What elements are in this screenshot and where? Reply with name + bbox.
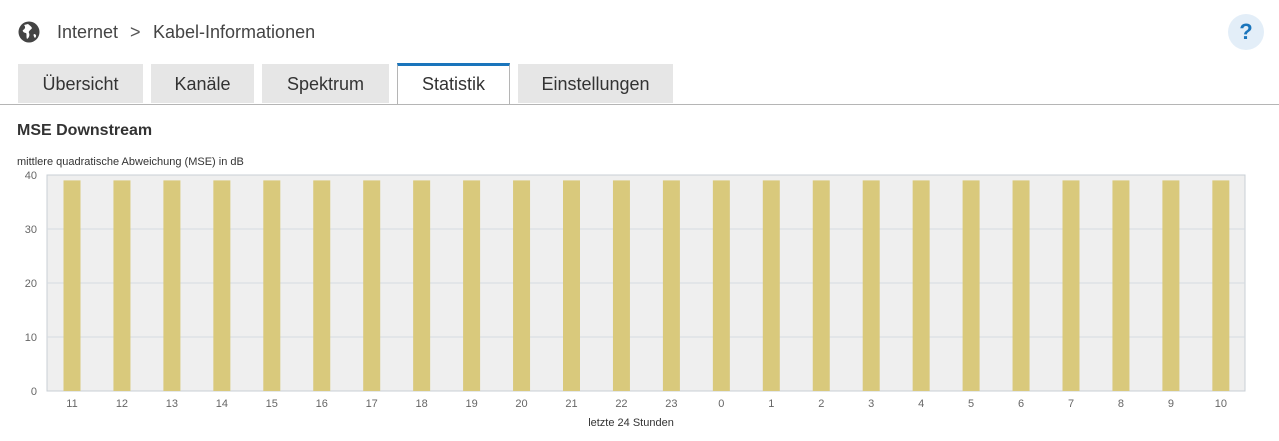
- tab-kanaele[interactable]: Kanäle: [151, 64, 254, 103]
- bar: [1062, 180, 1080, 391]
- bar: [113, 180, 131, 391]
- x-tick-label: 18: [416, 398, 428, 410]
- bar: [163, 180, 181, 391]
- breadcrumb-internet[interactable]: Internet: [57, 22, 119, 42]
- bar: [313, 180, 331, 391]
- bar: [563, 180, 580, 391]
- x-tick-label: 17: [366, 398, 378, 410]
- y-axis-label: mittlere quadratische Abweichung (MSE) i…: [17, 156, 244, 168]
- mse-downstream-chart: mittlere quadratische Abweichung (MSE) i…: [17, 156, 1246, 429]
- x-tick-label: 10: [1215, 398, 1227, 410]
- x-tick-label: 4: [918, 398, 924, 410]
- x-tick-label: 16: [316, 398, 328, 410]
- help-button[interactable]: ?: [1228, 14, 1264, 50]
- bar: [213, 180, 231, 391]
- tab-einstellungen[interactable]: Einstellungen: [518, 64, 673, 103]
- bar: [862, 180, 880, 391]
- bar: [962, 180, 980, 391]
- bar: [463, 180, 481, 391]
- y-tick-label: 10: [25, 332, 37, 344]
- bar: [762, 180, 780, 391]
- x-tick-label: 5: [968, 398, 974, 410]
- y-tick-label: 20: [25, 278, 37, 290]
- x-tick-label: 14: [216, 398, 228, 410]
- section-title: MSE Downstream: [17, 122, 153, 139]
- x-tick-label: 11: [66, 398, 77, 410]
- bar: [662, 180, 680, 391]
- y-tick-label: 30: [25, 224, 37, 236]
- x-tick-label: 8: [1118, 398, 1124, 410]
- bar: [363, 180, 381, 391]
- x-tick-label: 7: [1068, 398, 1074, 410]
- x-tick-label: 3: [868, 398, 874, 410]
- bar: [1162, 180, 1180, 391]
- y-tick-label: 40: [25, 170, 37, 182]
- globe-icon: [18, 21, 40, 43]
- y-tick-label: 0: [31, 386, 37, 398]
- tab-uebersicht[interactable]: Übersicht: [18, 64, 143, 103]
- x-axis-label: letzte 24 Stunden: [588, 417, 674, 429]
- bar: [413, 180, 431, 391]
- bar: [263, 180, 281, 391]
- x-tick-label: 19: [465, 398, 477, 410]
- x-tick-label: 2: [818, 398, 824, 410]
- bar: [712, 180, 730, 391]
- tab-spektrum[interactable]: Spektrum: [262, 64, 389, 103]
- breadcrumb-separator: >: [130, 22, 141, 42]
- page-header: Internet > Kabel-Informationen ?: [0, 0, 1279, 60]
- x-tick-label: 21: [565, 398, 577, 410]
- bar: [912, 180, 930, 391]
- bar: [63, 180, 81, 391]
- x-tick-label: 6: [1018, 398, 1024, 410]
- x-tick-label: 9: [1168, 398, 1174, 410]
- x-tick-label: 20: [515, 398, 527, 410]
- x-tick-label: 23: [665, 398, 677, 410]
- bar: [1012, 180, 1030, 391]
- bar: [513, 180, 531, 391]
- bar: [812, 180, 830, 391]
- x-tick-label: 0: [718, 398, 724, 410]
- bar: [1112, 180, 1130, 391]
- x-tick-label: 13: [166, 398, 178, 410]
- tab-bar: Übersicht Kanäle Spektrum Statistik Eins…: [0, 63, 1279, 105]
- breadcrumb-kabel-informationen: Kabel-Informationen: [153, 22, 316, 42]
- x-tick-label: 15: [266, 398, 278, 410]
- x-tick-label: 1: [768, 398, 774, 410]
- tab-statistik[interactable]: Statistik: [397, 63, 510, 104]
- x-tick-label: 22: [615, 398, 627, 410]
- bar: [1212, 180, 1230, 391]
- bar: [612, 180, 630, 391]
- x-tick-label: 12: [116, 398, 128, 410]
